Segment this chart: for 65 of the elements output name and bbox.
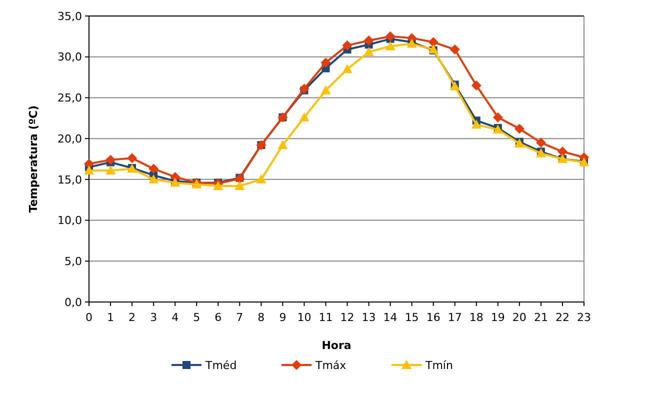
x-tick-label: 20 — [512, 311, 526, 324]
x-tick-label: 2 — [128, 311, 136, 324]
y-tick-label: 25,0 — [58, 92, 82, 105]
point — [299, 84, 310, 94]
x-tick-label: 13 — [362, 311, 376, 324]
y-tick-label: 10,0 — [58, 214, 82, 228]
point — [84, 158, 94, 169]
legend-label: Tmín — [424, 358, 453, 372]
x-tick-label: 14 — [383, 311, 398, 324]
point — [364, 36, 374, 46]
x-tick-label: 4 — [172, 311, 179, 324]
x-tick-label: 19 — [490, 311, 505, 324]
point — [385, 31, 396, 42]
point — [428, 37, 438, 48]
x-tick-label: 9 — [279, 311, 286, 324]
point — [148, 174, 159, 184]
y-tick-label: 15,0 — [58, 173, 82, 186]
x-tick-label: 15 — [404, 311, 419, 324]
x-tick-label: 16 — [426, 311, 440, 324]
x-tick-label: 22 — [555, 311, 570, 324]
point — [342, 40, 352, 50]
y-tick-label: 20,0 — [58, 132, 82, 146]
x-tick-label: 11 — [318, 311, 333, 324]
point — [84, 165, 94, 174]
point — [234, 180, 245, 190]
y-tick-label: 0,0 — [64, 296, 82, 309]
point — [320, 58, 331, 68]
point — [450, 44, 460, 55]
point — [471, 80, 482, 90]
point — [342, 64, 352, 74]
x-tick-label: 0 — [86, 311, 92, 324]
x-tick-label: 18 — [469, 311, 484, 324]
y-tick-label: 30,0 — [58, 50, 82, 64]
legend-label: Tmáx — [314, 358, 347, 372]
y-axis-title: Temperatura (ºC) — [27, 105, 40, 213]
point — [106, 165, 116, 174]
point — [364, 46, 374, 56]
point — [106, 154, 116, 165]
x-tick-label: 21 — [534, 311, 548, 324]
point — [127, 153, 138, 164]
point — [299, 112, 310, 122]
x-tick-label: 5 — [193, 311, 200, 324]
x-tick-label: 23 — [577, 311, 591, 324]
point — [557, 146, 568, 157]
y-tick-label: 5,0 — [64, 254, 82, 268]
x-axis-title: Hora — [322, 339, 352, 352]
point — [320, 85, 331, 94]
x-tick-label: 1 — [107, 311, 114, 324]
point — [148, 164, 159, 174]
point — [256, 174, 266, 184]
x-tick-label: 6 — [214, 311, 222, 324]
point — [492, 112, 503, 122]
point — [536, 138, 546, 148]
x-tick-label: 10 — [297, 311, 312, 324]
point — [278, 140, 288, 150]
point — [514, 124, 524, 134]
point — [471, 120, 482, 129]
legend-label: Tméd — [204, 358, 237, 372]
x-tick-label: 12 — [340, 311, 354, 324]
y-tick-label: 35,0 — [58, 10, 82, 23]
x-tick-label: 8 — [258, 311, 265, 324]
x-tick-label: 7 — [236, 311, 244, 324]
x-tick-label: 17 — [448, 311, 462, 324]
point — [385, 41, 396, 50]
x-tick-label: 3 — [150, 311, 158, 324]
